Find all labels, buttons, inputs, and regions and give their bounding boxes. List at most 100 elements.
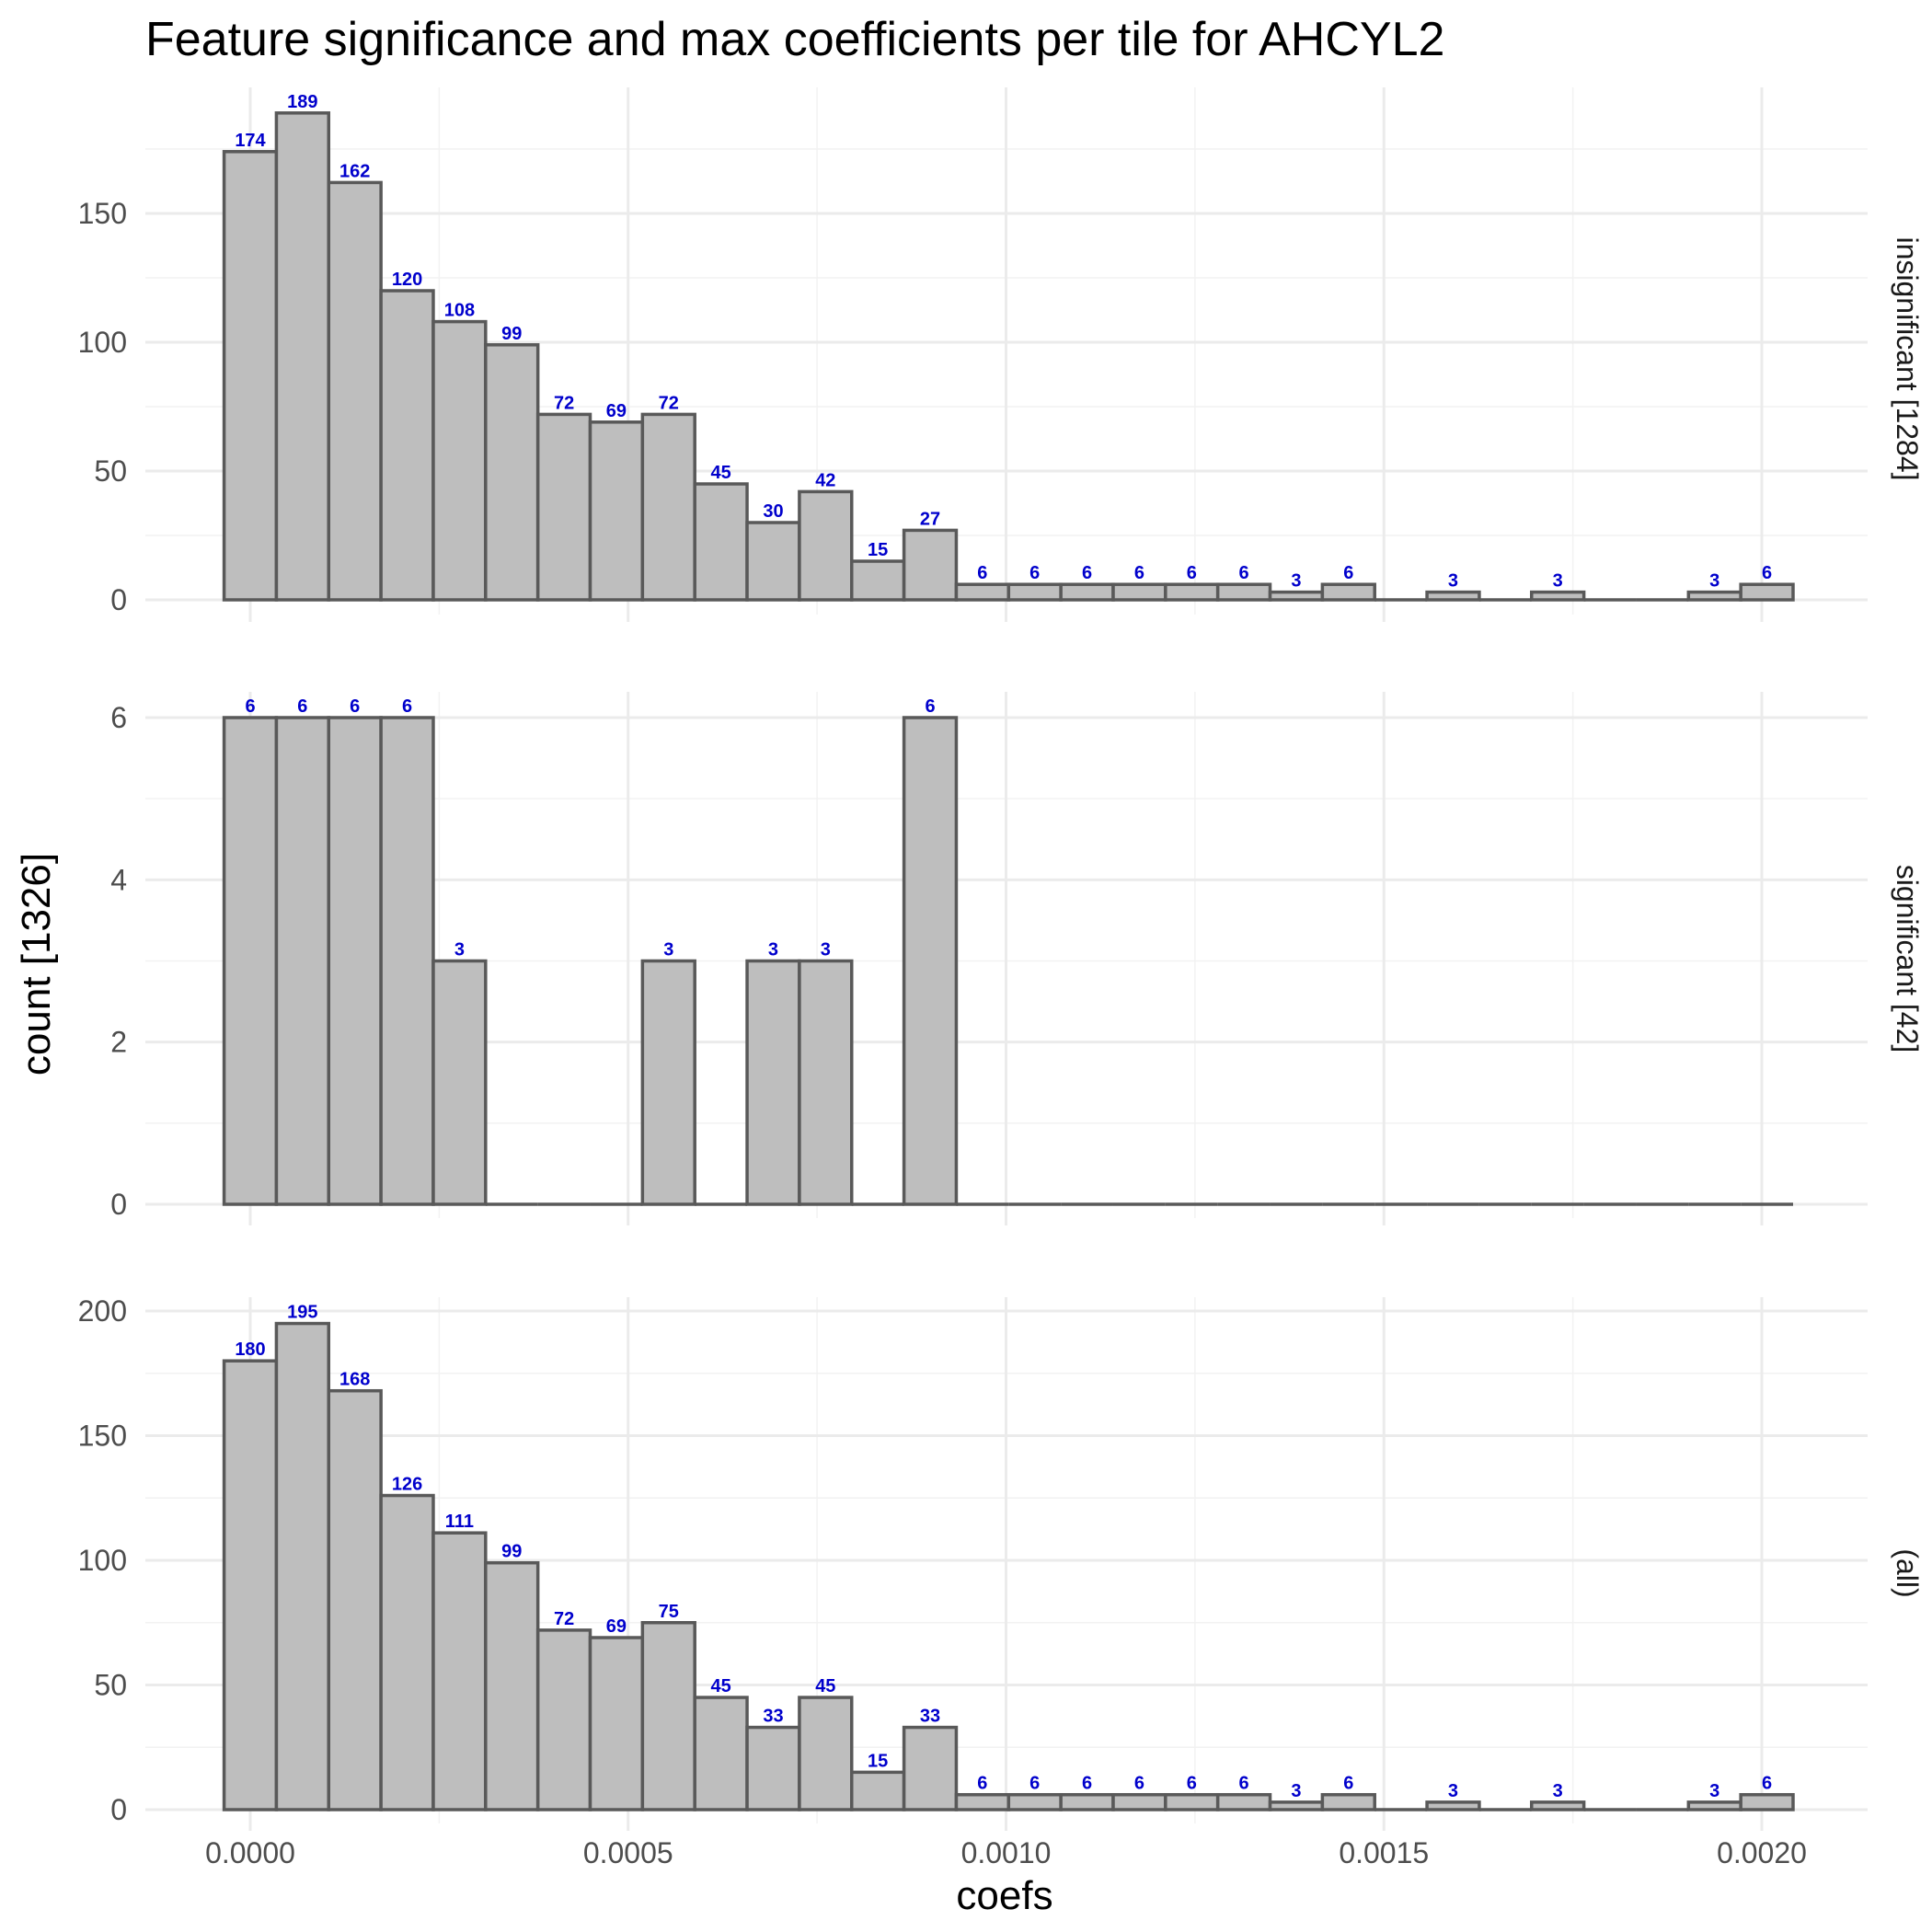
bar-label: 3 [454,940,465,960]
bar [327,1388,383,1811]
bar-label: 6 [1762,1774,1772,1794]
bar-label: 69 [606,1616,627,1637]
bar-label: 6 [1762,563,1772,583]
bar [902,716,959,1206]
bar-label: 45 [711,463,731,483]
y-tick-label: 0 [110,1188,127,1221]
bar-label: 3 [1448,1781,1458,1801]
bar [1530,1800,1586,1811]
bar-label: 6 [1082,1774,1092,1794]
bar [222,150,279,602]
bar-label: 6 [245,696,255,717]
y-tick-label: 100 [78,1544,127,1577]
bar [1320,1792,1376,1811]
bar [1059,1792,1115,1811]
bar-label: 3 [1291,1781,1301,1801]
y-tick-label: 100 [78,326,127,359]
bar-label: 45 [815,1676,835,1696]
bar-label: 6 [1187,1774,1197,1794]
bar [1686,590,1742,602]
bar-label: 6 [1029,563,1040,583]
bar [379,1493,435,1811]
bar-label: 6 [1134,1774,1144,1794]
bar-label: 120 [392,270,422,290]
bar [849,559,906,602]
y-tick-label: 4 [110,863,127,896]
bar [588,1636,645,1811]
bar-label: 33 [763,1707,783,1727]
y-tick-label: 200 [78,1294,127,1328]
bar [484,1560,540,1811]
bar-label: 195 [287,1303,317,1323]
bar-label: 3 [1709,1781,1719,1801]
bar-label: 3 [1709,571,1719,592]
bar-label: 6 [1187,563,1197,583]
bar [379,716,435,1206]
bar [693,1696,749,1811]
bar-label: 180 [235,1340,265,1360]
bar-label: 72 [554,393,574,413]
bar-label: 6 [1082,563,1092,583]
bar-label: 6 [1029,1774,1040,1794]
bar-label: 3 [768,940,778,960]
bar [274,1321,331,1811]
bar [1320,582,1376,602]
bar-label: 174 [235,131,266,151]
bar [379,289,435,602]
bar-label: 6 [1134,563,1144,583]
facet-strip-label: significant [42] [1891,865,1924,1053]
bar [327,180,383,602]
facet-strip-label: (all) [1891,1548,1924,1597]
bar [1006,1792,1063,1811]
bar-label: 3 [1291,571,1301,592]
bar [484,343,540,602]
bar [1425,1800,1481,1811]
bar [327,716,383,1206]
panel-1: 0 50 100 150 174 189 162 120 108 99 72 69 72 45 30 42 15… [78,87,1924,622]
bar-label: 45 [711,1676,731,1696]
bar [902,528,959,602]
bar-label: 111 [445,1512,474,1532]
bar-label: 42 [815,470,835,490]
bar-label: 99 [501,1542,522,1562]
bar [535,412,592,602]
facet-strip-label: insignificant [1284] [1891,236,1924,480]
bar [849,1770,906,1811]
bar [640,412,696,602]
bar [1530,590,1586,602]
x-tick-label: 0.0010 [961,1836,1052,1869]
bar [954,1792,1011,1811]
chart-title: Feature significance and max coefficient… [145,13,1444,66]
bar-label: 3 [1553,1781,1563,1801]
bar [222,716,279,1206]
bar-label: 69 [606,401,627,421]
bar-label: 27 [920,509,940,529]
bar [745,959,801,1206]
bar [1111,582,1167,602]
y-tick-label: 6 [110,701,127,734]
bar [640,1621,696,1811]
bar [693,482,749,602]
bar [1215,582,1272,602]
bar [1268,590,1325,602]
bar [222,1359,279,1811]
bar [1111,1792,1167,1811]
x-axis: 0.0000 0.0005 0.0010 0.0015 0.0020 [205,1836,1807,1869]
bar [1425,590,1481,602]
bars-group: 174 189 162 120 108 99 72 69 72 45 30 42 15 27 6 6 6 6 6 6 3… [222,92,1795,602]
panel-2: 0 2 4 6 6 6 6 6 3 3 3 3 6 significant [42] [110,692,1924,1225]
bar [1739,582,1795,602]
bar-label: 72 [659,393,679,413]
bar-label: 6 [1343,1774,1353,1794]
bar-label: 6 [1343,563,1353,583]
bar [535,1628,592,1811]
x-axis-title: coefs [956,1873,1052,1918]
x-tick-label: 0.0000 [205,1836,295,1869]
bar [1739,1792,1795,1811]
bar [745,521,801,602]
bar-label: 15 [868,1751,888,1771]
